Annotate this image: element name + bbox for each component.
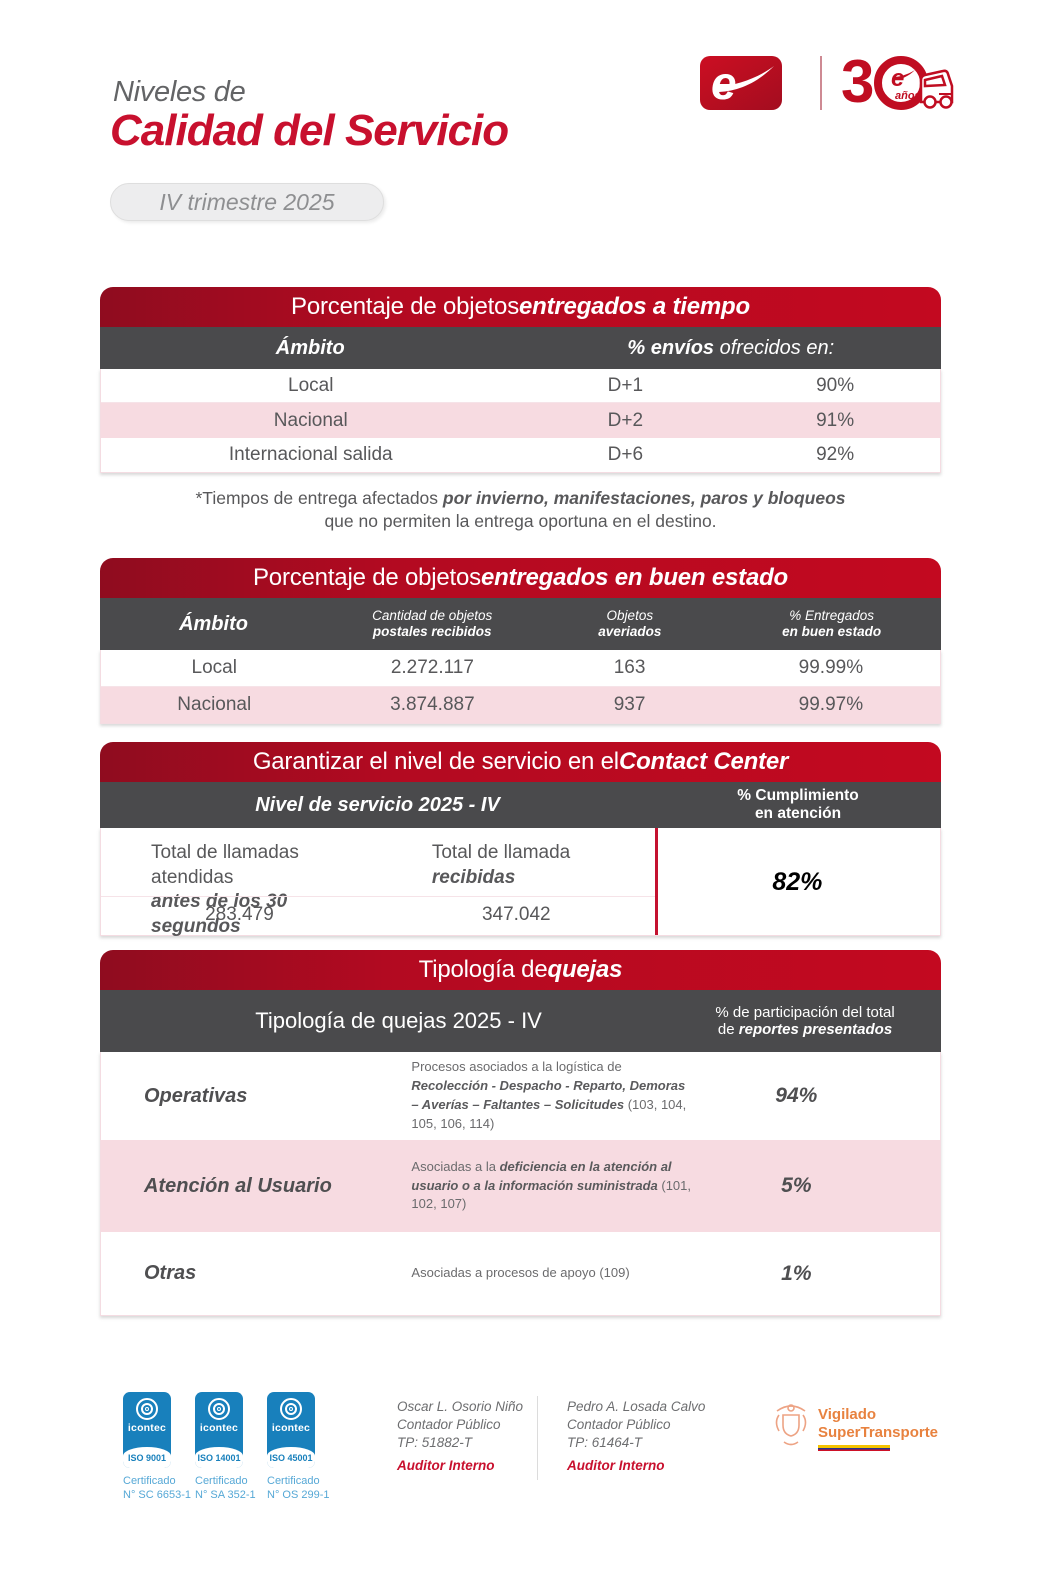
- col-header-averiados: Objetos averiados: [598, 608, 662, 639]
- signer-name: Oscar L. Osorio Niño: [397, 1399, 524, 1414]
- table-good-condition-body: Local 2.272.117 163 99.99% Nacional 3.87…: [100, 650, 941, 724]
- signature-block: Pedro A. Losada Calvo Contador Público T…: [567, 1398, 705, 1475]
- signer-tp: TP: 51882-T: [397, 1434, 473, 1450]
- logo-divider: [820, 56, 822, 110]
- complaint-percentage: 94%: [775, 1084, 818, 1107]
- table-row: Internacional salida D+6 92%: [228, 444, 855, 465]
- table-contact-center-title: Garantizar el nivel de servicio en el Co…: [100, 742, 941, 782]
- table-complaints-body: Operativas Procesos asociados a la logís…: [100, 1052, 941, 1316]
- table-good-condition: Porcentaje de objetos entregados en buen…: [100, 558, 941, 724]
- icontec-logo-icon: [280, 1398, 302, 1420]
- col-header-buen-estado: % Entregados en buen estado: [782, 608, 882, 639]
- table-row: Otras Asociadas a procesos de apoyo (109…: [101, 1232, 940, 1315]
- table-good-condition-title: Porcentaje de objetos entregados en buen…: [100, 558, 941, 598]
- colombia-flag-bar: [818, 1445, 890, 1451]
- icontec-badge-iso45001: icontec ISO 45001 Certificado N° OS 299-1: [267, 1392, 329, 1503]
- signer-title: Auditor Interno: [397, 1458, 495, 1474]
- svg-text:años: años: [895, 90, 921, 102]
- table-row: Local D+1 90%: [101, 369, 940, 403]
- value-llamadas-recibidas: 347.042: [481, 904, 551, 925]
- page-title: Calidad del Servicio: [110, 106, 509, 155]
- table-row: Atención al Usuario Asociadas a la defic…: [101, 1140, 940, 1232]
- table-on-time: Porcentaje de objetos entregados a tiemp…: [100, 287, 941, 473]
- signer-role: Contador Público: [567, 1416, 671, 1432]
- signer-role: Contador Público: [397, 1416, 501, 1432]
- svg-text:e: e: [711, 57, 737, 109]
- signer-tp: TP: 61464-T: [567, 1434, 643, 1450]
- signature-block: Oscar L. Osorio Niño Contador Público TP…: [397, 1398, 523, 1475]
- col-header-recibidos: Cantidad de objetos postales recibidos: [372, 608, 493, 639]
- table-complaints-title: Tipología de quejas: [100, 950, 941, 990]
- value-llamadas-atendidas: 283.479: [205, 904, 274, 925]
- table-complaints: Tipología de quejas Tipología de quejas …: [100, 950, 941, 1316]
- delivery-note: *Tiempos de entrega afectados por invier…: [195, 488, 846, 532]
- envia-logo-icon: e: [700, 56, 782, 110]
- report-eyebrow: Niveles de: [113, 76, 246, 108]
- anniversary-30-logo-icon: 3 e años: [841, 48, 959, 115]
- table-contact-center-body: Total de llamadas atendidas antes de los …: [100, 828, 941, 938]
- compliance-value: 82%: [772, 867, 823, 896]
- coat-of-arms-icon: [775, 1404, 807, 1446]
- complaint-percentage: 1%: [781, 1261, 812, 1285]
- col-header-ambito: Ámbito: [179, 612, 248, 635]
- col-header-ambito: Ámbito: [275, 336, 345, 359]
- truck-icon: [919, 69, 954, 109]
- col-header-cumplimiento: % Cumplimiento en atención: [737, 787, 859, 822]
- complaint-percentage: 5%: [781, 1174, 812, 1197]
- icontec-badge-iso9001: icontec ISO 9001 Certificado N° SC 6653-1: [123, 1392, 191, 1503]
- col-header-tipologia: Tipología de quejas 2025 - IV: [255, 1008, 542, 1034]
- icontec-badge-iso14001: icontec ISO 14001 Certificado N° SA 352-1: [195, 1392, 256, 1503]
- table-complaints-header: Tipología de quejas 2025 - IV % de parti…: [100, 990, 941, 1052]
- table-contact-center-header: Nivel de servicio 2025 - IV % Cumplimien…: [100, 782, 941, 828]
- signature-divider: [537, 1396, 538, 1480]
- col-header-nivel-servicio: Nivel de servicio 2025 - IV: [255, 793, 500, 816]
- table-row: Local 2.272.117 163 99.99%: [101, 650, 940, 687]
- table-row: Nacional 3.874.887 937 99.97%: [101, 687, 940, 723]
- table-on-time-header: Ámbito % envíos ofrecidos en:: [100, 327, 941, 369]
- row-divider: [101, 896, 655, 897]
- signer-title: Auditor Interno: [567, 1458, 665, 1474]
- icontec-logo-icon: [136, 1398, 158, 1420]
- table-contact-center: Garantizar el nivel de servicio en el Co…: [100, 742, 941, 938]
- label-llamadas-recibidas: Total de llamada recibidas: [431, 842, 571, 888]
- red-divider: [654, 828, 658, 935]
- table-on-time-title: Porcentaje de objetos entregados a tiemp…: [100, 287, 941, 327]
- table-row: Operativas Procesos asociados a la logís…: [101, 1052, 940, 1140]
- col-header-envios: % envíos ofrecidos en:: [627, 336, 835, 359]
- col-header-participacion: % de participación del total de reportes…: [715, 1003, 895, 1038]
- signer-name: Pedro A. Losada Calvo: [567, 1399, 706, 1414]
- icontec-logo-icon: [208, 1398, 230, 1420]
- contact-center-left: Total de llamadas atendidas antes de los …: [101, 828, 655, 938]
- table-on-time-body: Local D+1 90% Nacional D+2 91% Internaci…: [100, 369, 941, 473]
- anniversary-number-glyph: 3: [841, 50, 874, 114]
- table-row: Nacional D+2 91%: [101, 403, 940, 438]
- vigilado-supertransporte-logo: Vigilado SuperTransporte: [770, 1400, 938, 1451]
- certifications: icontec ISO 9001 Certificado N° SC 6653-1…: [123, 1392, 329, 1503]
- table-good-condition-header: Ámbito Cantidad de objetos postales recib…: [100, 598, 941, 650]
- quarter-badge: IV trimestre 2025: [110, 183, 384, 221]
- label-llamadas-atendidas: Total de llamadas atendidas antes de los …: [151, 842, 299, 938]
